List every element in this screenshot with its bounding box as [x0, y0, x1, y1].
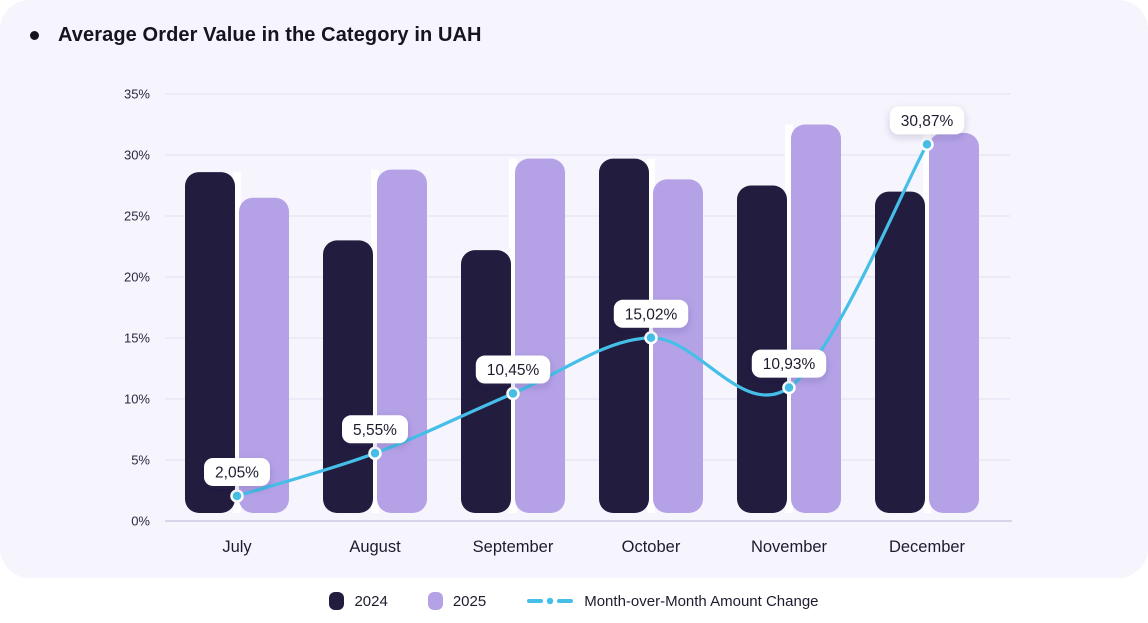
value-pill — [342, 415, 408, 444]
bar-2024-october[interactable] — [599, 158, 649, 513]
value-pill — [889, 106, 965, 135]
value-pill — [613, 299, 689, 328]
mom-change-point[interactable] — [368, 446, 382, 461]
aov-combo-chart: 0% 5% 10% 15% 20% 25% 30% 35% July August Septembe… — [124, 87, 1012, 556]
mom-change-point[interactable] — [230, 489, 244, 503]
dashed-line-icon — [527, 597, 574, 605]
x-axis-label: October — [622, 538, 681, 556]
y-tick-label: 10% — [124, 392, 150, 407]
value-pill-label: 2,05% — [215, 464, 259, 481]
bar-pair-gap — [785, 124, 793, 513]
y-tick-label: 5% — [131, 453, 150, 468]
x-axis-label: August — [349, 538, 401, 556]
bar-2024-july[interactable] — [185, 172, 235, 513]
legend-item-2025[interactable]: 2025 — [427, 592, 487, 610]
bar-2025-december[interactable] — [929, 133, 979, 514]
chart-card: Average Order Value in the Category in U… — [0, 0, 1148, 578]
bar-pair-gap — [509, 158, 517, 513]
mom-change-point[interactable] — [644, 331, 658, 345]
value-pill — [475, 355, 551, 384]
bar-2024-november[interactable] — [737, 185, 787, 514]
y-tick-label: 30% — [124, 148, 150, 163]
value-pill-label: 10,93% — [763, 356, 816, 373]
x-axis-label: September — [473, 538, 554, 556]
mom-change-point[interactable] — [782, 380, 796, 395]
y-tick-label: 0% — [131, 514, 150, 529]
legend-item-2024[interactable]: 2024 — [329, 592, 388, 610]
y-tick-label: 20% — [124, 270, 150, 285]
bar-2025-november[interactable] — [791, 124, 841, 514]
bar-2024-december[interactable] — [875, 191, 925, 513]
legend-label-2024: 2024 — [354, 592, 388, 610]
chart-legend: 2024 2025 Month-over-Month Amount Change — [0, 592, 1148, 610]
bar-pair-gap — [233, 172, 241, 513]
chart-title-row: Average Order Value in the Category in U… — [30, 24, 482, 47]
x-axis-label: December — [889, 538, 966, 556]
bullet-icon — [30, 31, 39, 40]
value-pill-label: 5,55% — [353, 422, 397, 439]
chart-title: Average Order Value in the Category in U… — [58, 24, 482, 46]
legend-swatch-2025-icon — [427, 592, 443, 610]
mom-change-point[interactable] — [920, 137, 934, 152]
y-tick-label: 35% — [124, 87, 150, 102]
bar-2024-august[interactable] — [323, 240, 373, 513]
value-pill-label: 10,45% — [487, 362, 540, 379]
bar-2025-august[interactable] — [377, 169, 427, 513]
value-pill — [204, 457, 270, 486]
y-tick-label: 25% — [124, 209, 150, 224]
value-pill — [751, 349, 827, 378]
x-axis-label: November — [751, 538, 828, 556]
legend-label-2025: 2025 — [452, 592, 487, 610]
mom-change-point[interactable] — [506, 386, 520, 401]
value-pill-label: 30,87% — [901, 113, 954, 130]
value-pill-label: 15,02% — [625, 306, 678, 323]
legend-label-mom-change: Month-over-Month Amount Change — [584, 592, 819, 610]
bar-2025-september[interactable] — [515, 158, 565, 513]
legend-swatch-2024-icon — [329, 592, 345, 610]
bar-pair-gap — [923, 133, 931, 514]
legend-item-mom-change[interactable]: Month-over-Month Amount Change — [526, 592, 819, 610]
bar-pair-gap — [371, 169, 379, 513]
y-tick-label: 15% — [124, 331, 150, 346]
bar-2025-july[interactable] — [239, 197, 289, 513]
x-axis-label: July — [222, 538, 252, 556]
